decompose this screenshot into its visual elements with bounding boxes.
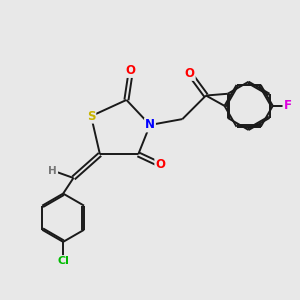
Text: H: H [49,166,57,176]
Text: N: N [145,118,155,131]
Text: O: O [155,158,165,171]
Text: S: S [87,110,95,123]
Text: F: F [284,99,292,112]
Text: O: O [185,67,195,80]
Text: Cl: Cl [57,256,69,266]
Text: O: O [126,64,136,77]
